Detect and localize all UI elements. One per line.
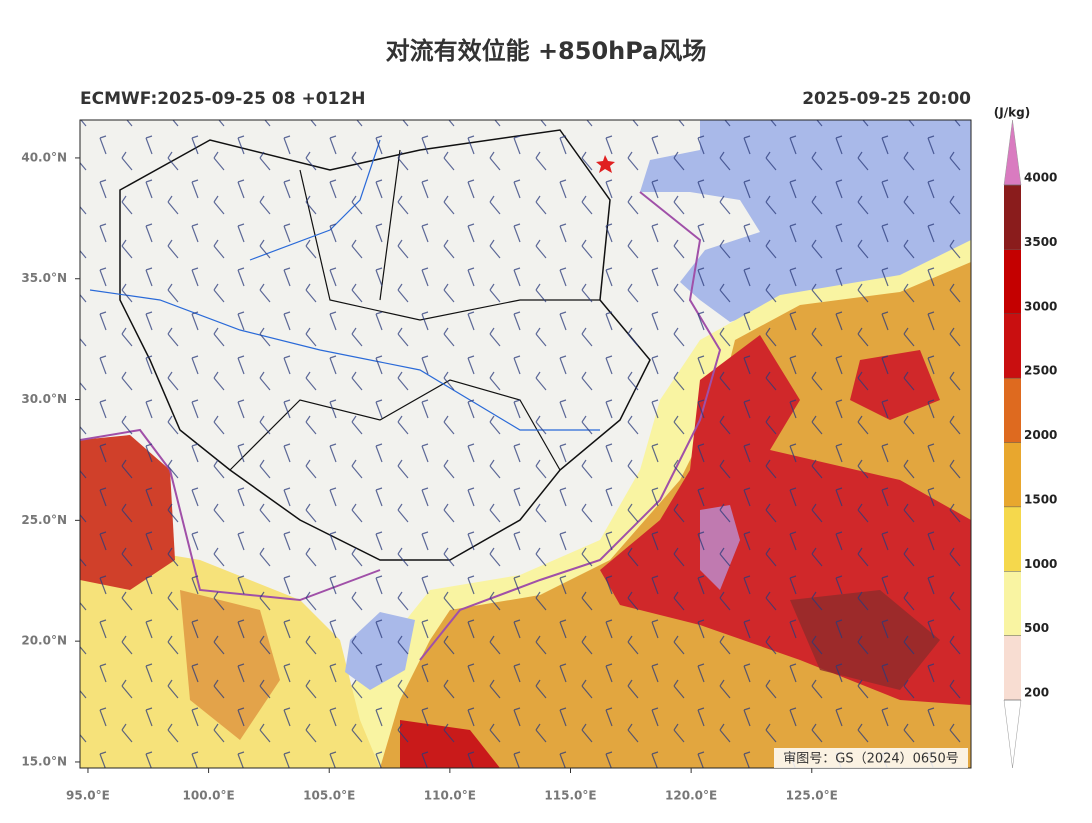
watermark-bg (774, 748, 968, 768)
title: 对流有效位能 +850hPa风场 (386, 37, 707, 65)
lon-tick-label: 100.0°E (183, 789, 235, 803)
colorbar-label: 1000 (1024, 557, 1057, 571)
colorbar-label: 500 (1024, 621, 1049, 635)
lon-tick-label: 110.0°E (424, 789, 476, 803)
colorbar-band (1004, 635, 1021, 700)
colorbar-band (1004, 249, 1021, 314)
lat-tick-label: 20.0°N (21, 634, 67, 648)
colorbar-unit: (J/kg) (994, 106, 1030, 120)
lat-tick-label: 25.0°N (21, 513, 67, 527)
lon-tick-label: 125.0°E (786, 789, 838, 803)
colorbar-label: 1500 (1024, 492, 1057, 506)
colorbar-band (1004, 313, 1021, 379)
lon-tick-label: 120.0°E (665, 789, 717, 803)
valid-time: 2025-09-25 20:00 (802, 89, 971, 109)
colorbar-label: 3500 (1024, 235, 1057, 249)
colorbar-label: 2500 (1024, 364, 1057, 378)
colorbar-band (1004, 378, 1021, 443)
wind-barbs (80, 120, 971, 768)
colorbar-label: 4000 (1024, 171, 1057, 185)
lon-tick-label: 95.0°E (66, 789, 110, 803)
colorbar-under (1003, 699, 1022, 769)
lon-tick-label: 105.0°E (303, 789, 355, 803)
watermark: 审图号：GS（2024）0650号 (783, 752, 959, 767)
map-area (80, 120, 971, 768)
lat-tick-label: 30.0°N (21, 392, 67, 406)
colorbar-band (1004, 185, 1021, 250)
colorbar-over (1003, 119, 1022, 186)
map-frame (79, 119, 972, 769)
colorbar-label: 200 (1024, 686, 1049, 700)
colorbar-band (1004, 442, 1021, 507)
lon-tick-label: 115.0°E (544, 789, 596, 803)
colorbar-label: 3000 (1024, 299, 1057, 313)
colorbar-band (1004, 571, 1021, 636)
capital-star (596, 155, 615, 173)
colorbar-label: 2000 (1024, 428, 1057, 442)
lat-tick-label: 40.0°N (21, 150, 67, 164)
lat-tick-label: 35.0°N (21, 271, 67, 285)
model-run: ECMWF:2025-09-25 08 +012H (80, 89, 365, 109)
lat-tick-label: 15.0°N (21, 754, 67, 768)
colorbar-band (1004, 506, 1021, 572)
